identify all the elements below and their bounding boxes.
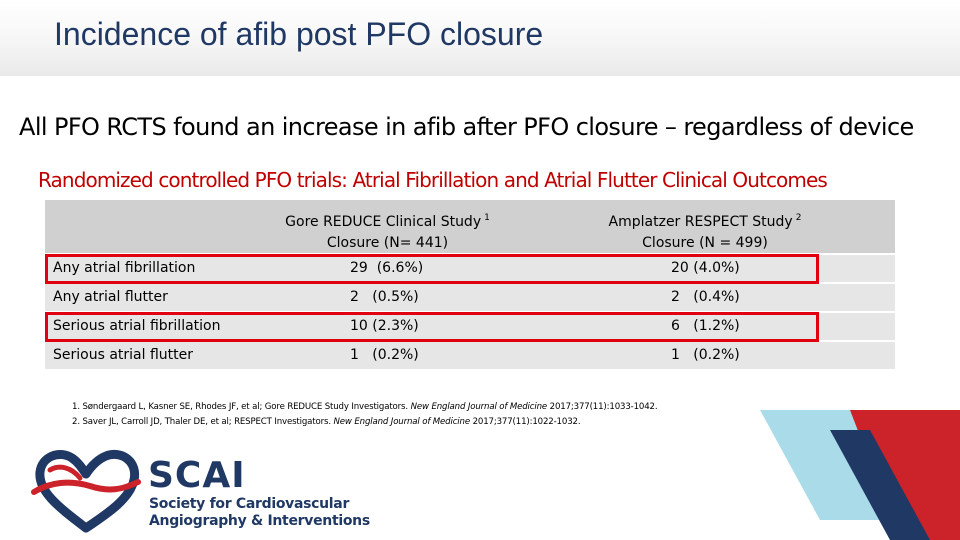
respect-value: 20 (4.0%) [671, 260, 740, 276]
table-header: Gore REDUCE Clinical Study 1 Closure (N= … [45, 200, 895, 253]
title-band [0, 0, 960, 76]
table-row: Serious atrial fibrillation 10 (2.3%) 6 … [45, 313, 895, 340]
column-header-respect-n: Closure (N = 499) [642, 235, 768, 251]
reduce-value: 10 (2.3%) [350, 318, 419, 334]
column-header-respect-name: Amplatzer RESPECT Study [608, 214, 793, 230]
respect-value: 2 (0.4%) [671, 289, 740, 305]
respect-value: 6 (1.2%) [671, 318, 740, 334]
column-header-reduce-n: Closure (N= 441) [326, 235, 449, 251]
corner-decoration [760, 410, 960, 540]
reference-marker-2: 2 [795, 213, 802, 223]
column-header-respect: Amplatzer RESPECT Study 2 Closure (N = 49… [585, 208, 825, 254]
row-label: Serious atrial fibrillation [53, 318, 221, 334]
reduce-value: 2 (0.5%) [350, 289, 419, 305]
column-header-reduce-name: Gore REDUCE Clinical Study [285, 214, 482, 230]
red-block [850, 410, 960, 540]
reference-marker-1: 1 [484, 213, 490, 223]
heart-swoosh-icon [31, 450, 141, 533]
table-row: Any atrial fibrillation 29 (6.6%) 20 (4.… [45, 255, 895, 282]
references: 1. Søndergaard L, Kasner SE, Rhodes JF, … [72, 400, 658, 430]
reference-2-authors: 2. Saver JL, Carroll JD, Thaler DE, et a… [72, 417, 331, 427]
row-label: Any atrial flutter [53, 289, 168, 305]
row-label: Any atrial fibrillation [53, 260, 196, 276]
outcomes-table: Gore REDUCE Clinical Study 1 Closure (N= … [45, 200, 895, 369]
reference-1-journal: New England Journal of Medicine [410, 402, 548, 412]
slide-subtitle: All PFO RCTS found an increase in afib a… [19, 113, 914, 141]
table-row: Serious atrial flutter 1 (0.2%) 1 (0.2%) [45, 342, 895, 369]
row-label: Serious atrial flutter [53, 347, 193, 363]
reference-2-journal: New England Journal of Medicine [333, 417, 471, 427]
reduce-value: 29 (6.6%) [350, 260, 424, 276]
reference-2-citation: 2017;377(11):1022-1032. [472, 417, 581, 427]
highlight-box-serious-afib [45, 312, 819, 342]
respect-value: 1 (0.2%) [671, 347, 740, 363]
highlight-box-any-afib [45, 254, 819, 284]
table-heading: Randomized controlled PFO trials: Atrial… [38, 168, 828, 192]
column-header-reduce: Gore REDUCE Clinical Study 1 Closure (N= … [255, 208, 520, 254]
table-row: Any atrial flutter 2 (0.5%) 2 (0.4%) [45, 284, 895, 311]
brand-tagline-line1: Society for Cardiovascular [149, 496, 350, 512]
reduce-value: 1 (0.2%) [350, 347, 419, 363]
brand-tagline-line2: Angiography & Interventions [149, 513, 370, 529]
reference-1: 1. Søndergaard L, Kasner SE, Rhodes JF, … [72, 400, 658, 415]
brand-name: SCAI [148, 455, 246, 496]
reference-1-citation: 2017;377(11):1033-1042. [549, 402, 658, 412]
navy-stripe [830, 430, 930, 540]
reference-2: 2. Saver JL, Carroll JD, Thaler DE, et a… [72, 415, 657, 430]
reference-1-authors: 1. Søndergaard L, Kasner SE, Rhodes JF, … [72, 402, 408, 412]
slide-title: Incidence of afib post PFO closure [54, 16, 544, 52]
